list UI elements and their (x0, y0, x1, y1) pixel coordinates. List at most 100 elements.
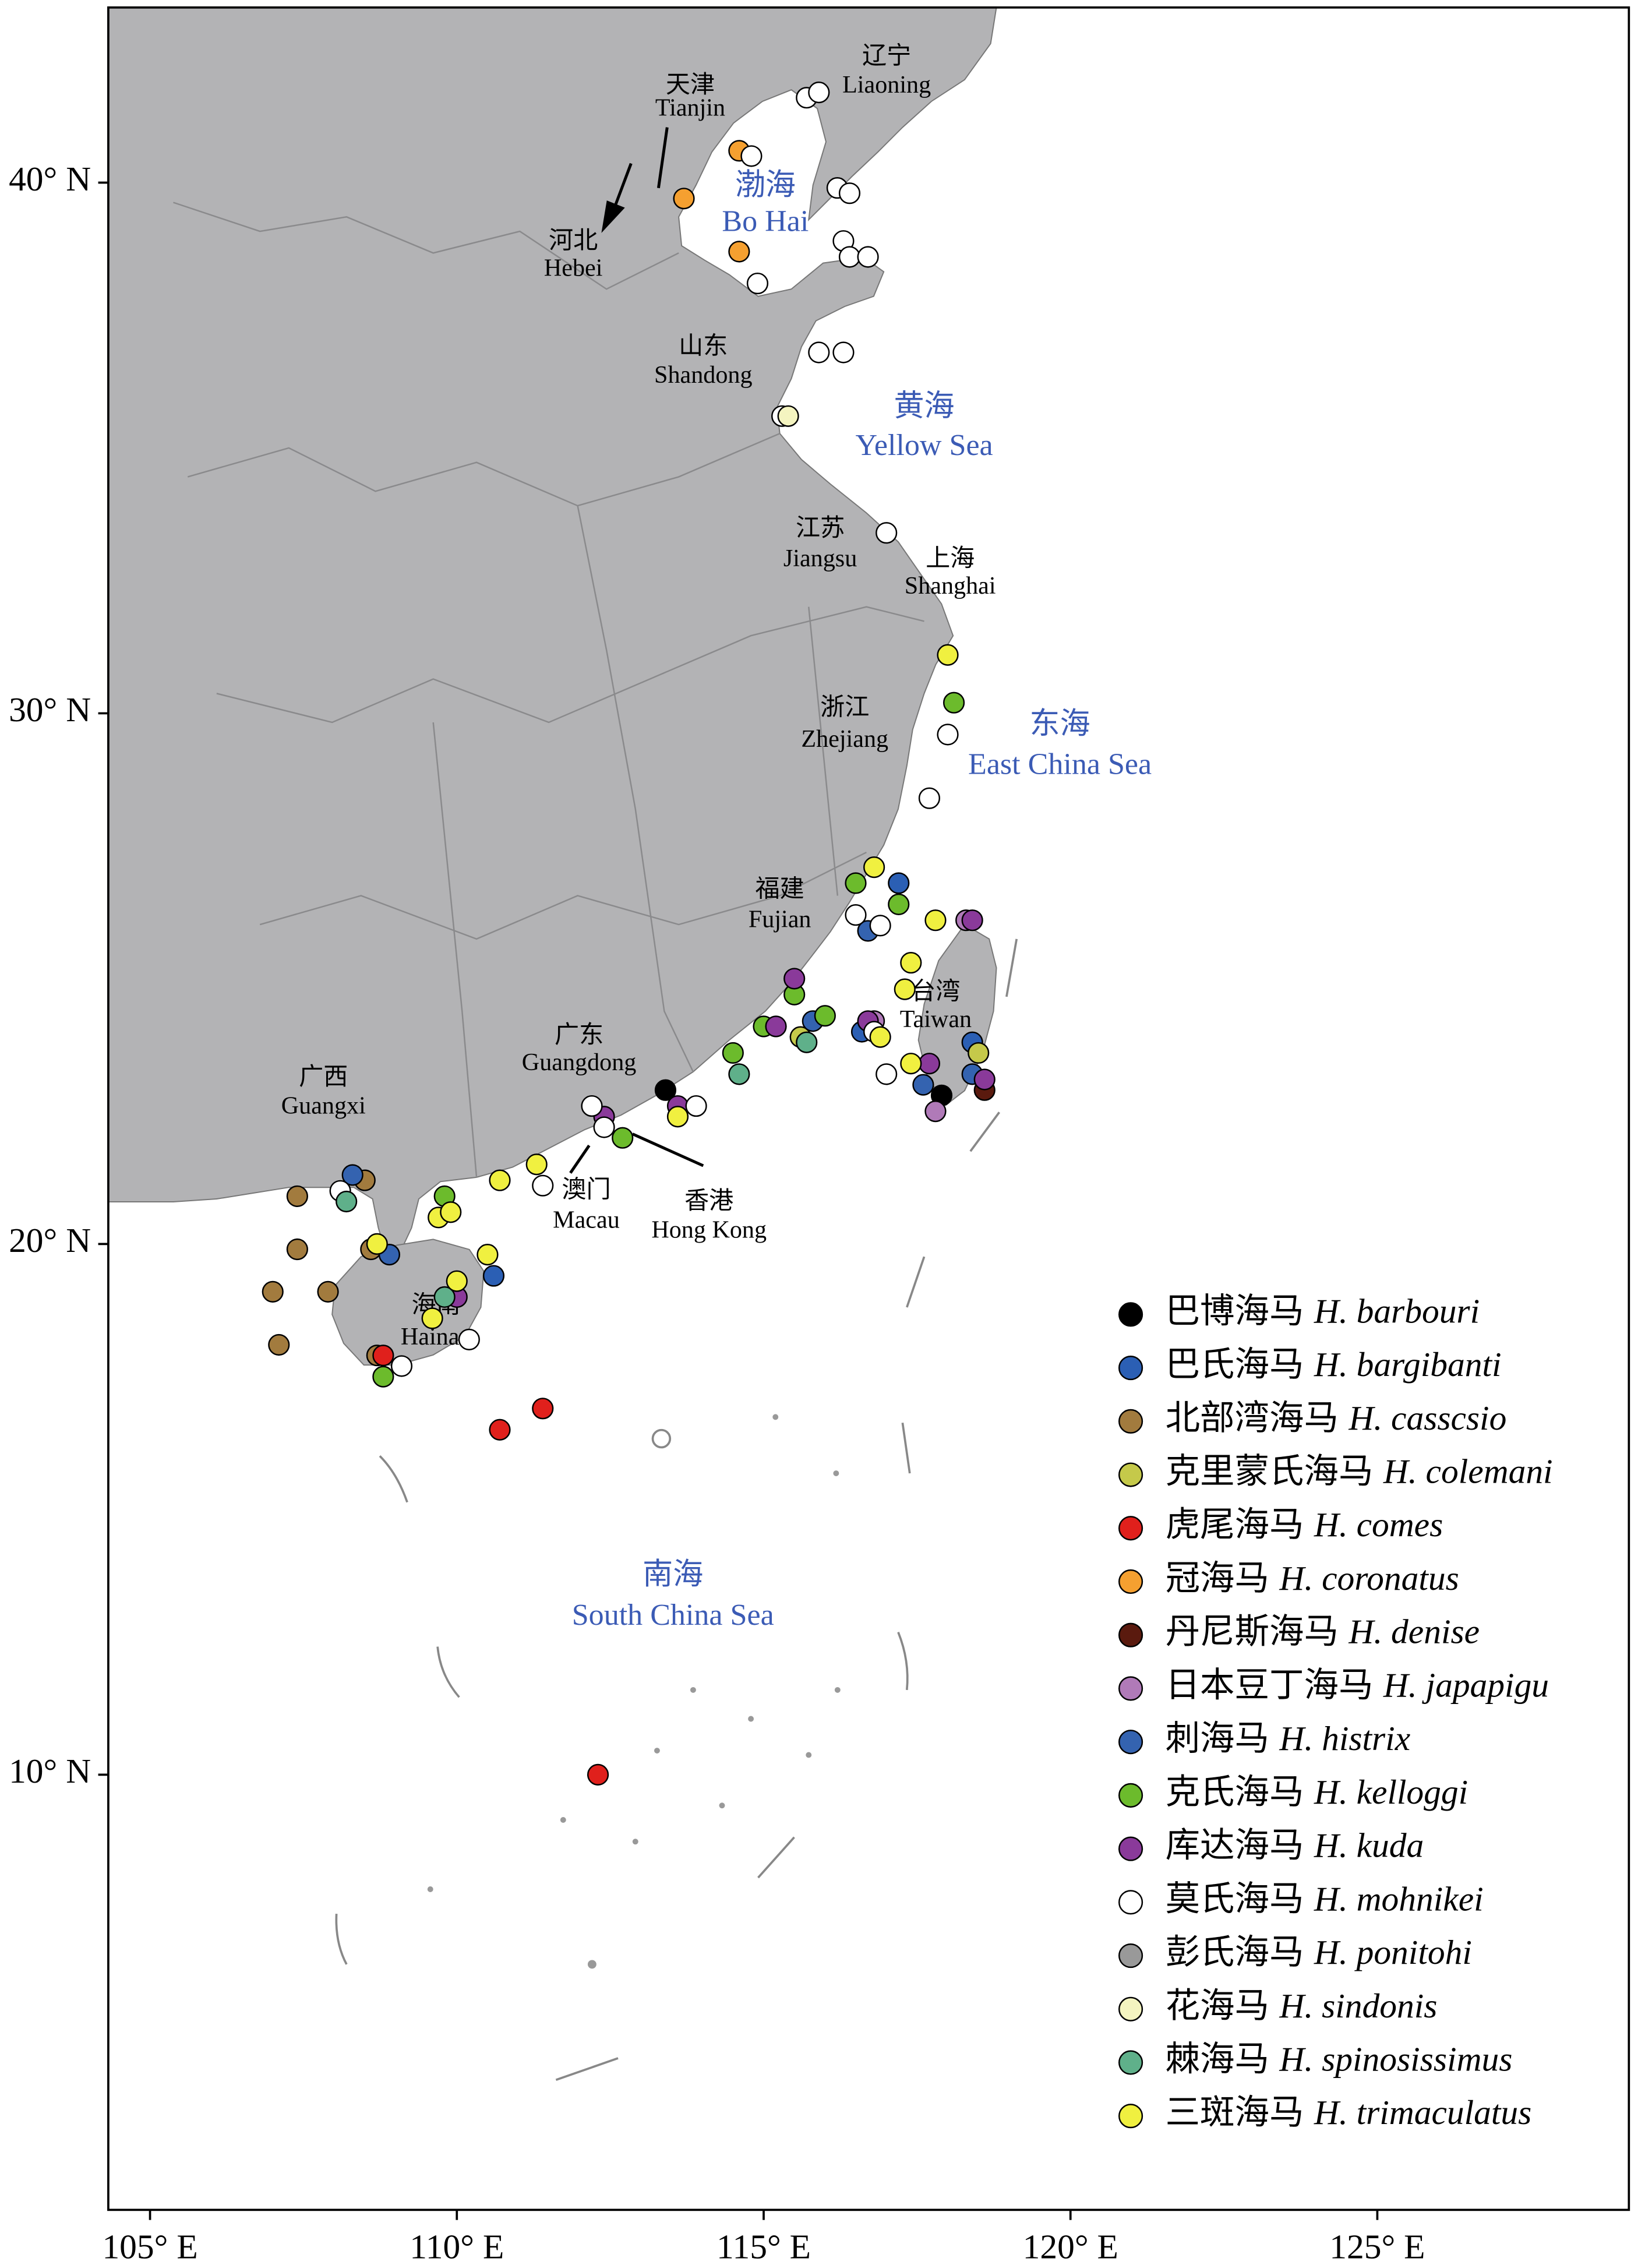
occurrence-point (808, 82, 830, 104)
legend-name-cn: 丹尼斯海马 (1166, 1612, 1339, 1650)
province-name-en: Guangdong (522, 1049, 637, 1076)
occurrence-point (876, 522, 898, 544)
occurrence-point (341, 1164, 363, 1186)
occurrence-point (832, 341, 855, 364)
occurrence-point (489, 1169, 511, 1191)
occurrence-point (722, 1042, 744, 1064)
occurrence-point (286, 1185, 308, 1207)
occurrence-point (888, 872, 910, 894)
occurrence-point (746, 272, 769, 295)
legend-name-cn: 刺海马 (1166, 1719, 1269, 1758)
y-tick-label: 40° N (9, 160, 91, 198)
province-name-cn: 广东 (555, 1021, 603, 1049)
occurrence-point (612, 1127, 634, 1149)
legend-name-latin: H. casscsio (1348, 1398, 1506, 1437)
frame (107, 6, 1630, 2211)
legend-name-cn: 彭氏海马 (1166, 1933, 1304, 1971)
legend-name-cn: 冠海马 (1166, 1559, 1269, 1597)
sea-name-en: East China Sea (968, 748, 1152, 781)
province-borders (173, 202, 924, 1177)
province-name-cn: 上海 (926, 545, 975, 572)
legend-name-cn: 莫氏海马 (1166, 1879, 1304, 1918)
province-name-en: Hong Kong (651, 1216, 767, 1244)
x-tick-label: 115° E (716, 2227, 811, 2265)
legend-marker (1118, 1996, 1143, 2021)
x-tick-label: 105° E (102, 2227, 197, 2265)
occurrence-point (262, 1280, 284, 1303)
occurrence-point (845, 872, 867, 894)
y-tick-label: 20° N (9, 1221, 91, 1259)
occurrence-point (286, 1238, 308, 1261)
occurrence-point (421, 1307, 443, 1329)
province-name-cn: 江苏 (796, 514, 845, 542)
occurrence-point (433, 1286, 456, 1308)
occurrence-point (808, 341, 830, 364)
occurrence-point (814, 1005, 836, 1027)
leader-lines (569, 127, 704, 1174)
legend-name-cn: 三斑海马 (1166, 2093, 1304, 2132)
occurrence-point (869, 1026, 891, 1048)
occurrence-point (593, 1116, 615, 1138)
legend-marker (1118, 1622, 1143, 1647)
province-name-cn: 浙江 (820, 693, 869, 721)
occurrence-point (476, 1244, 499, 1266)
islands (427, 1414, 841, 1969)
province-name-en: Shanghai (905, 572, 996, 599)
occurrence-point (390, 1355, 413, 1377)
province-name-cn: 天津 (666, 71, 715, 98)
occurrence-point (525, 1153, 548, 1176)
legend-label: 克里蒙氏海马 H. colemani (1166, 1452, 1553, 1490)
occurrence-point (838, 246, 861, 268)
legend-name-cn: 虎尾海马 (1166, 1505, 1304, 1544)
legend-name-latin: H. sindonis (1279, 1986, 1437, 2024)
legend-label: 巴博海马 H. barbouri (1166, 1292, 1480, 1330)
province-name-en: Jiangsu (783, 545, 857, 572)
legend-label: 莫氏海马 H. mohnikei (1166, 1879, 1484, 1918)
legend-name-cn: 克里蒙氏海马 (1166, 1452, 1374, 1490)
province-name-en: Tianjin (655, 94, 725, 122)
legend-name-cn: 巴氏海马 (1166, 1345, 1304, 1384)
x-tick-label: 125° E (1329, 2227, 1425, 2265)
occurrence-point (845, 904, 867, 926)
legend-label: 克氏海马 H. kelloggi (1166, 1773, 1469, 1811)
occurrence-point (728, 241, 750, 263)
occurrence-point (458, 1328, 480, 1350)
province-name-en: Liaoning (842, 71, 931, 98)
legend-label: 库达海马 H. kuda (1166, 1826, 1424, 1864)
legend-marker (1118, 1730, 1143, 1755)
province-name-en: Fujian (749, 906, 811, 933)
occurrence-point (857, 246, 879, 268)
province-name-en: Zhejiang (801, 725, 888, 753)
legend-marker (1118, 1516, 1143, 1541)
legend-name-latin: H. japapigu (1383, 1666, 1549, 1704)
legend-name-cn: 巴博海马 (1166, 1292, 1304, 1330)
x-tick-label: 120° E (1023, 2227, 1118, 2265)
legend-name-cn: 花海马 (1166, 1986, 1269, 2024)
occurrence-point (876, 1063, 898, 1085)
occurrence-point (937, 644, 959, 666)
occurrence-point (489, 1419, 511, 1441)
province-name-en: Macau (553, 1206, 620, 1233)
legend-label: 彭氏海马 H. ponitohi (1166, 1933, 1472, 1971)
occurrence-point (838, 182, 861, 204)
occurrence-point (894, 978, 916, 1000)
occurrence-point (968, 1042, 990, 1064)
points (262, 82, 996, 1786)
sea-name-en: Bo Hai (722, 205, 809, 238)
legend-marker (1118, 2050, 1143, 2075)
occurrence-point (317, 1280, 339, 1303)
legend-marker (1118, 1890, 1143, 1915)
province-name-cn: 河北 (549, 227, 598, 255)
occurrence-point (912, 1074, 934, 1096)
legend-label: 日本豆丁海马 H. japapigu (1166, 1666, 1549, 1704)
occurrence-point (973, 1068, 996, 1091)
legend-name-cn: 库达海马 (1166, 1826, 1304, 1864)
occurrence-point (666, 1106, 689, 1128)
occurrence-point (961, 909, 983, 932)
province-name-en: Shandong (654, 361, 753, 389)
occurrence-point (532, 1398, 554, 1420)
legend-label: 虎尾海马 H. comes (1166, 1505, 1443, 1544)
occurrence-point (366, 1233, 388, 1255)
